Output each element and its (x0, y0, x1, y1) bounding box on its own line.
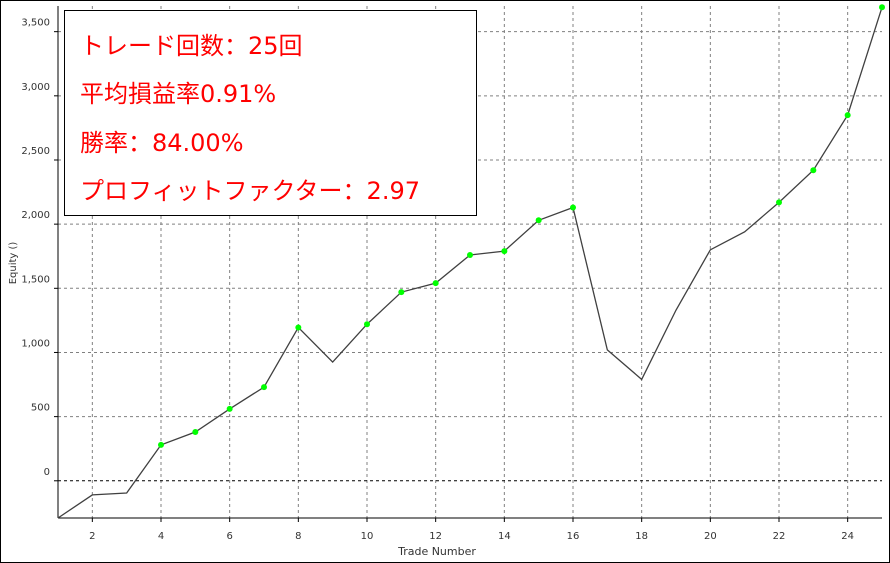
win-marker (570, 204, 576, 211)
x-tick-label: 18 (635, 531, 648, 542)
win-marker (192, 429, 199, 436)
stats-panel: トレード回数：25回 平均損益率0.91% 勝率：84.00% プロフィットファ… (64, 10, 477, 216)
x-tick-label: 20 (704, 531, 717, 542)
y-tick-label: 3,500 (21, 18, 50, 29)
win-marker (501, 248, 508, 255)
win-marker (467, 251, 473, 258)
win-markers (158, 4, 885, 448)
win-rate-text: 勝率：84.00% (80, 129, 244, 157)
profit-factor-text: プロフィットファクター：2.97 (80, 177, 420, 205)
x-tick-label: 6 (226, 531, 232, 542)
y-tick-labels: 0 500 1,000 1,500 2,000 2,500 3,000 3,500 (21, 18, 50, 478)
x-tick-label: 12 (429, 531, 442, 542)
y-tick-label: 2,000 (21, 210, 50, 221)
y-tick-label: 1,000 (21, 338, 50, 349)
y-tick-label: 1,500 (21, 274, 50, 285)
y-tick-label: 2,500 (21, 146, 50, 157)
x-tick-label: 22 (773, 531, 786, 542)
win-marker (535, 217, 542, 224)
win-marker (879, 4, 885, 11)
win-marker (776, 199, 782, 206)
trade-count-text: トレード回数：25回 (80, 32, 303, 60)
y-tick-label: 0 (44, 467, 50, 478)
x-tick-label: 4 (158, 531, 164, 542)
win-marker (398, 289, 405, 296)
x-tick-label: 2 (89, 531, 95, 542)
x-tick-label: 14 (498, 531, 511, 542)
y-tick-label: 3,000 (21, 82, 50, 93)
x-tick-labels: 2 4 6 8 10 12 14 16 18 20 22 24 (89, 531, 854, 542)
x-tick-label: 16 (567, 531, 580, 542)
axes (57, 6, 882, 519)
win-marker (261, 384, 267, 391)
y-axis-label: Equity () (8, 242, 19, 285)
win-marker (295, 324, 302, 331)
win-marker (432, 280, 439, 287)
y-tick-label: 500 (31, 403, 50, 414)
win-marker (844, 112, 851, 119)
x-tick-label: 10 (361, 531, 374, 542)
win-marker (158, 441, 164, 448)
x-tick-label: 8 (295, 531, 301, 542)
average-pl-text: 平均損益率0.91% (80, 80, 277, 108)
win-marker (364, 321, 370, 328)
x-tick-label: 24 (841, 531, 854, 542)
win-marker (226, 405, 233, 412)
win-marker (810, 167, 817, 174)
x-axis-label: Trade Number (397, 545, 476, 558)
